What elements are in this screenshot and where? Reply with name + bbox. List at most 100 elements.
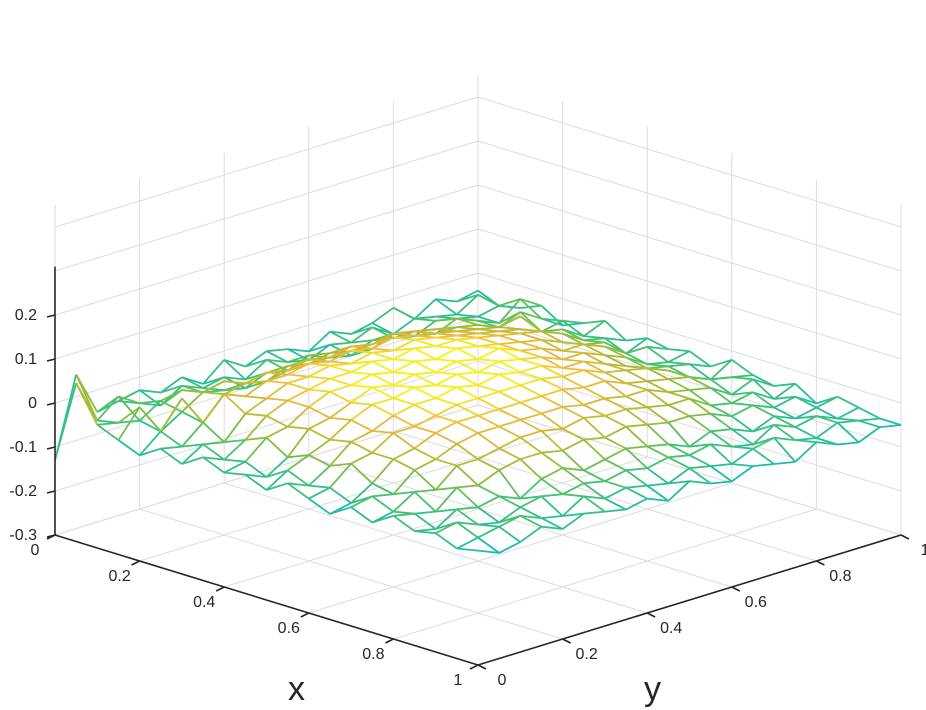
mesh-edge: [117, 395, 141, 422]
mesh-edge: [562, 482, 585, 496]
mesh-edge: [223, 439, 246, 461]
mesh-edge: [583, 510, 605, 515]
y-tick-label: 0.4: [660, 620, 682, 637]
mesh-edge: [520, 341, 542, 350]
y-tick-label: 0.8: [829, 568, 851, 585]
mesh-edge: [710, 443, 732, 448]
mesh-edge: [583, 360, 606, 374]
mesh-edge: [392, 306, 415, 320]
mesh-edge: [625, 380, 648, 385]
mesh-edge: [414, 336, 436, 341]
mesh-edge: [562, 349, 584, 354]
axis-lines: [54, 266, 902, 666]
mesh-edge: [520, 356, 542, 361]
mesh-edge: [520, 358, 542, 367]
mesh-edge: [138, 406, 162, 432]
mesh-edge: [583, 439, 606, 461]
mesh-edge: [668, 454, 690, 459]
mesh-edge: [456, 371, 479, 376]
floor-grid-line: [308, 456, 732, 588]
mesh-edge: [731, 391, 754, 405]
mesh-edge: [350, 462, 373, 484]
mesh-edge: [562, 358, 584, 363]
mesh-edge: [646, 367, 669, 380]
mesh-edge: [625, 426, 648, 448]
mesh-edge: [435, 397, 458, 406]
mesh-edge: [371, 360, 394, 374]
mesh-edge: [668, 389, 690, 393]
mesh-edge: [372, 358, 394, 363]
mesh-edge: [414, 317, 436, 322]
mesh-edge: [689, 413, 711, 417]
mesh-edge: [562, 319, 584, 324]
mesh-edge: [414, 320, 437, 337]
x-axis-line: [54, 534, 479, 666]
mesh-edge: [604, 425, 627, 439]
mesh-edge: [287, 482, 310, 500]
mesh-edge: [414, 512, 437, 530]
mesh-edge: [583, 369, 605, 374]
mesh-edge: [541, 356, 564, 369]
mesh-edge: [858, 406, 881, 420]
mesh-edge: [837, 441, 859, 446]
mesh-edge: [498, 469, 522, 500]
mesh-edge: [160, 389, 183, 402]
mesh-edge: [181, 410, 204, 424]
mesh-edge: [329, 441, 352, 467]
mesh-edge: [245, 473, 267, 478]
mesh-edge: [435, 458, 458, 467]
mesh-edge: [499, 371, 521, 376]
mesh-edge: [329, 384, 352, 393]
mesh-edge: [794, 406, 817, 420]
mesh-edge: [689, 397, 711, 407]
mesh-edge: [287, 373, 309, 378]
mesh-edge: [350, 440, 373, 454]
mesh-edge: [520, 311, 542, 320]
wall-grid-line: [477, 184, 902, 316]
mesh-edge: [667, 467, 691, 485]
mesh-edge: [351, 384, 373, 389]
mesh-edge: [583, 417, 606, 439]
mesh-edge: [223, 393, 246, 415]
mesh-edge: [498, 298, 521, 324]
mesh-edge: [561, 495, 585, 517]
mesh-edge: [604, 480, 627, 489]
mesh-edge: [371, 432, 395, 454]
mesh-edge: [456, 506, 479, 511]
mesh-edge: [773, 382, 796, 400]
mesh-edge: [456, 373, 479, 387]
mesh-edge: [541, 467, 564, 480]
mesh-edge: [520, 304, 542, 309]
x-tick-label: 1: [454, 672, 463, 689]
mesh-edge: [372, 493, 394, 498]
mesh-edge: [286, 428, 310, 458]
mesh-edge: [815, 406, 838, 420]
mesh-edge: [667, 350, 690, 363]
x-tick-label: 0.6: [278, 620, 300, 637]
mesh-edge: [456, 421, 479, 434]
mesh-edge: [371, 414, 394, 432]
wall-grid-line: [54, 360, 479, 492]
mesh-edge: [710, 480, 732, 485]
mesh-edge: [371, 451, 394, 461]
mesh-edge: [625, 345, 648, 355]
mesh-edge: [625, 445, 648, 450]
mesh-edge: [710, 428, 732, 433]
z-tick-mark: [46, 402, 56, 406]
wall-grid-line: [477, 316, 902, 448]
mesh-edge: [477, 432, 500, 450]
mesh-edge: [519, 458, 543, 480]
mesh-edge: [498, 541, 521, 554]
mesh-edge: [329, 364, 352, 374]
mesh-edge: [117, 406, 141, 441]
x-tick-label: 0: [31, 542, 40, 559]
mesh-edge: [456, 486, 479, 508]
mesh-edge: [392, 317, 416, 335]
mesh-edge: [604, 380, 627, 385]
mesh-edge: [541, 339, 563, 344]
mesh-edge: [414, 432, 437, 450]
mesh-edge: [456, 386, 479, 400]
mesh-edge: [308, 364, 331, 378]
mesh-edge: [498, 506, 521, 524]
mesh-edge: [160, 376, 183, 394]
